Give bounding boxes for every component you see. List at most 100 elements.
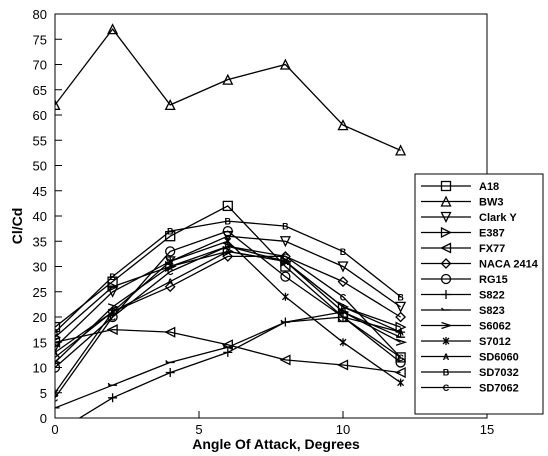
legend-entry-s822: S822 <box>421 290 505 302</box>
data-point-naca-2414 <box>164 281 176 293</box>
legend-marker <box>440 242 452 254</box>
data-point-sd7032: B <box>225 217 232 227</box>
y-tick-label: 35 <box>33 234 47 249</box>
data-point-s6062 <box>165 262 177 271</box>
series-line-s822 <box>78 316 401 418</box>
legend-marker <box>440 195 452 207</box>
data-point-sd6060: A <box>109 307 116 317</box>
data-point-s823 <box>55 407 60 409</box>
data-point-bw3 <box>222 73 234 85</box>
data-point-bw3 <box>279 58 291 70</box>
x-tick-label: 15 <box>480 422 494 437</box>
legend: A18 BW3 Clark Y E387 FX77 NACA 2414 RG15 S822 S8… <box>414 173 544 415</box>
legend-label: SD7062 <box>479 383 519 395</box>
data-point-sd7032: B <box>340 247 347 257</box>
data-point-e387 <box>337 301 349 313</box>
legend-marker <box>441 321 453 330</box>
data-point-fx77 <box>164 326 176 338</box>
legend-entry-sd6060: A SD6060 <box>421 352 519 364</box>
data-point-bw3 <box>337 119 349 131</box>
data-point-bw3 <box>164 98 176 111</box>
legend-marker: C <box>443 383 450 393</box>
data-point-sd7062: C <box>225 242 232 252</box>
legend-entry-e387: E387 <box>421 226 505 240</box>
legend-entry-clark-y: Clark Y <box>421 211 517 224</box>
legend-label: RG15 <box>479 274 508 286</box>
y-tick-label: 45 <box>33 184 47 199</box>
legend-marker <box>440 273 452 285</box>
data-point-sd6060: A <box>397 328 404 338</box>
legend-marker <box>442 337 450 345</box>
legend-label: S7012 <box>479 336 511 348</box>
series-line-bw3 <box>55 28 401 151</box>
data-point-bw3 <box>395 144 407 156</box>
series-line-sd7032 <box>55 220 402 333</box>
data-point-s7012 <box>397 378 405 387</box>
data-point-naca-2414 <box>222 250 234 262</box>
axis-ticks: 0 5 10 15 0 5 10 15 20 25 30 35 40 45 50 55 60 65 70 75 80 <box>33 7 495 437</box>
data-point-sd6060: A <box>52 348 59 358</box>
legend-marker <box>440 258 452 269</box>
data-point-sd6060: A <box>225 247 232 257</box>
legend-label: NACA 2414 <box>479 259 539 271</box>
legend-label: S823 <box>479 305 505 317</box>
legend-marker <box>440 226 452 239</box>
data-point-s823 <box>280 319 290 323</box>
data-point-fx77 <box>279 354 291 366</box>
y-tick-label: 70 <box>33 58 47 73</box>
series-line-s823 <box>55 311 401 409</box>
data-point-sd7062: C <box>397 353 404 363</box>
data-point-e387 <box>280 255 292 268</box>
series-line-fx77 <box>55 328 401 374</box>
data-point-clark-y <box>279 236 291 248</box>
data-point-s822 <box>165 368 175 378</box>
legend-entry-bw3: BW3 <box>421 195 503 209</box>
data-point-s823 <box>107 382 118 386</box>
data-point-s7012 <box>224 237 232 246</box>
data-point-clark-y <box>395 301 407 313</box>
series-line-sd6060 <box>55 250 401 353</box>
data-point-sd6060: A <box>340 302 347 312</box>
data-point-s6062 <box>280 257 292 266</box>
legend-marker <box>440 211 452 223</box>
legend-label: SD7032 <box>479 367 519 379</box>
data-point-clark-y <box>337 261 349 273</box>
series-sd7032: B B B B B B B <box>52 217 404 338</box>
data-point-s6062 <box>107 303 120 311</box>
series-bw3 <box>55 23 407 156</box>
legend-entry-s6062: S6062 <box>421 321 511 333</box>
data-point-s823 <box>222 344 233 348</box>
data-point-sd7032: B <box>397 292 404 302</box>
series-line-sd7062 <box>55 245 402 399</box>
data-point-sd7032: B <box>109 272 116 282</box>
legend-label: Clark Y <box>479 212 517 224</box>
y-tick-label: 55 <box>33 133 47 148</box>
legend-marker: A <box>443 352 450 362</box>
data-point-fx77 <box>337 359 349 371</box>
data-point-clark-y <box>55 342 61 354</box>
data-point-s7012 <box>166 257 174 266</box>
data-point-s823 <box>165 359 175 364</box>
legend-entry-fx77: FX77 <box>421 242 505 255</box>
data-point-rg15 <box>395 357 406 368</box>
legend-marker: B <box>443 368 450 378</box>
y-tick-label: 0 <box>40 411 47 426</box>
data-point-clark-y <box>164 256 176 268</box>
x-tick-label: 10 <box>336 422 350 437</box>
data-point-bw3 <box>55 98 61 111</box>
legend-entry-s823: S823 <box>421 305 505 317</box>
legend-entry-naca-2414: NACA 2414 <box>421 258 539 271</box>
data-point-e387 <box>222 245 234 257</box>
y-tick-label: 25 <box>33 285 47 300</box>
data-point-s822 <box>396 327 406 337</box>
data-point-rg15 <box>222 225 233 237</box>
x-tick-label: 0 <box>51 422 58 437</box>
data-point-sd7062: C <box>340 292 347 302</box>
y-tick-label: 60 <box>33 108 47 123</box>
data-point-fx77 <box>106 324 118 336</box>
y-tick-label: 80 <box>33 7 47 22</box>
data-point-rg15 <box>165 246 176 257</box>
data-point-sd7032: B <box>52 328 59 338</box>
x-tick-label: 5 <box>195 422 202 437</box>
